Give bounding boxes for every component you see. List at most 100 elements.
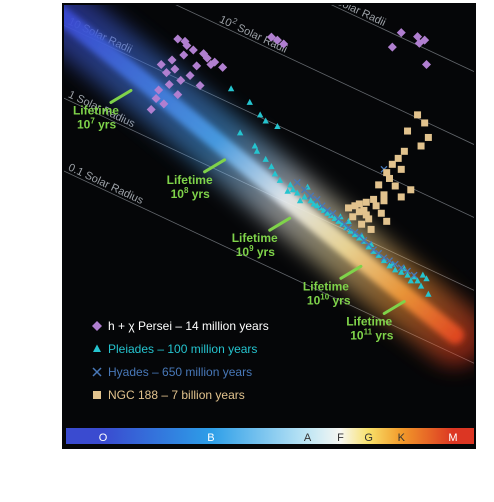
ngc188-star-marker: [417, 142, 425, 150]
y-axis-title: luminosity (solar units): [4, 150, 19, 279]
y-tick-label: 103: [39, 120, 58, 137]
y-tick-label: 1: [51, 232, 58, 247]
y-tick-label: 104: [39, 84, 58, 101]
pleiades-star-marker: [407, 277, 414, 284]
lifetime-value: 1010 yrs: [307, 292, 351, 307]
persei-star-marker: [188, 45, 198, 55]
pleiades-star-marker: [262, 117, 269, 124]
main-sequence-core: [64, 5, 464, 344]
pleiades-star-marker: [227, 85, 235, 92]
pleiades-star-marker: [256, 111, 264, 118]
y-tick-label: 0.1: [40, 268, 58, 283]
hyades-star-marker: [410, 271, 418, 279]
pleiades-star-marker: [386, 262, 393, 269]
lifetime-value: 1011 yrs: [350, 327, 394, 342]
y-tick-label: 10−5: [33, 412, 58, 429]
pleiades-star-marker: [294, 189, 301, 196]
lifetime-value: 107 yrs: [77, 116, 116, 131]
lifetime-title: Lifetime: [232, 231, 278, 245]
lifetime-pointer: [339, 264, 363, 280]
pleiades-star-marker: [392, 266, 399, 273]
persei-star-marker: [164, 80, 174, 90]
pleiades-star-marker: [246, 98, 253, 105]
spectral-class-k: K: [398, 432, 406, 444]
persei-star-marker: [151, 94, 161, 104]
y-tick-label: 102: [39, 157, 58, 174]
persei-star-marker: [422, 60, 432, 70]
persei-star-marker: [173, 34, 183, 44]
persei-star-marker: [179, 50, 189, 60]
pleiades-star-marker: [410, 273, 418, 280]
pleiades-star-marker: [417, 282, 425, 289]
spectral-class-f: F: [337, 432, 344, 444]
persei-star-marker: [173, 90, 183, 100]
persei-star-marker: [413, 32, 423, 42]
persei-star-marker: [156, 60, 166, 70]
pleiades-star-marker: [251, 142, 259, 149]
legend: h + χ Persei – 14 million years Pleiades …: [92, 319, 269, 402]
legend-square-icon: [93, 391, 101, 399]
persei-star-marker: [202, 53, 212, 63]
persei-star-marker: [162, 68, 172, 78]
persei-star-marker: [185, 71, 195, 81]
ngc188-star-marker: [377, 209, 385, 217]
persei-star-marker: [414, 38, 424, 48]
ngc188-star-marker: [385, 174, 393, 182]
lifetime-pointer: [109, 88, 133, 104]
ngc188-star-marker: [404, 127, 412, 135]
persei-star-marker: [192, 61, 202, 71]
pleiades-star-marker: [276, 176, 284, 183]
pleiades-star-marker: [253, 147, 261, 154]
lifetime-value: 108 yrs: [171, 186, 210, 201]
legend-triangle-icon: [93, 344, 101, 352]
y-tick-label: 10−3: [33, 339, 58, 356]
lifetime-title: Lifetime: [346, 314, 392, 328]
hyades-star-marker: [307, 192, 315, 200]
hyades-star-marker: [380, 254, 388, 262]
y-tick-label: 10−4: [33, 376, 58, 393]
lifetime-pointer: [203, 158, 227, 174]
persei-star-marker: [272, 35, 282, 45]
x-tick-label: 30,000: [122, 456, 162, 471]
hyades-star-marker: [329, 209, 337, 217]
lifetime-title: Lifetime: [73, 103, 119, 117]
legend-label: Hyades – 650 million years: [108, 365, 252, 379]
ngc188-star-marker: [380, 191, 388, 199]
persei-star-marker: [396, 28, 406, 38]
hyades-star-marker: [391, 260, 399, 268]
legend-label: h + χ Persei – 14 million years: [108, 319, 269, 333]
pleiades-star-marker: [313, 202, 321, 209]
spectral-bar-fill: [66, 428, 474, 444]
spectral-class-m: M: [448, 432, 457, 444]
pleiades-star-marker: [398, 268, 405, 275]
legend-label: NGC 188 – 7 billion years: [108, 388, 245, 402]
ngc188-star-marker: [391, 182, 399, 190]
ngc188-star-marker: [365, 215, 373, 223]
x-axis-title: surface temperature (K): [201, 481, 338, 496]
pleiades-star-marker: [335, 217, 342, 224]
lifetime-value: 109 yrs: [236, 244, 275, 259]
ngc188-star-marker: [388, 160, 396, 168]
x-tick-label: 6000: [345, 456, 374, 471]
pleiades-star-marker: [324, 209, 331, 216]
spectral-class-o: O: [99, 432, 108, 444]
x-tick-label: 10,000: [270, 456, 310, 471]
pleiades-star-marker: [296, 197, 304, 204]
ngc188-star-marker: [383, 217, 391, 225]
hyades-star-marker: [293, 178, 301, 186]
main-sequence-band: [64, 5, 474, 366]
ngc188-star-marker: [400, 147, 408, 155]
pleiades-star-marker: [351, 231, 359, 238]
persei-star-marker: [180, 36, 190, 46]
pleiades-star-marker: [423, 275, 430, 282]
lifetime-pointer: [382, 299, 406, 315]
pleiades-star-marker: [310, 200, 318, 207]
pleiades-star-marker: [331, 214, 338, 221]
hyades-star-marker: [313, 195, 321, 203]
pleiades-star-marker: [414, 277, 421, 284]
persei-star-marker: [266, 32, 276, 42]
ngc188-star-marker: [375, 181, 383, 189]
